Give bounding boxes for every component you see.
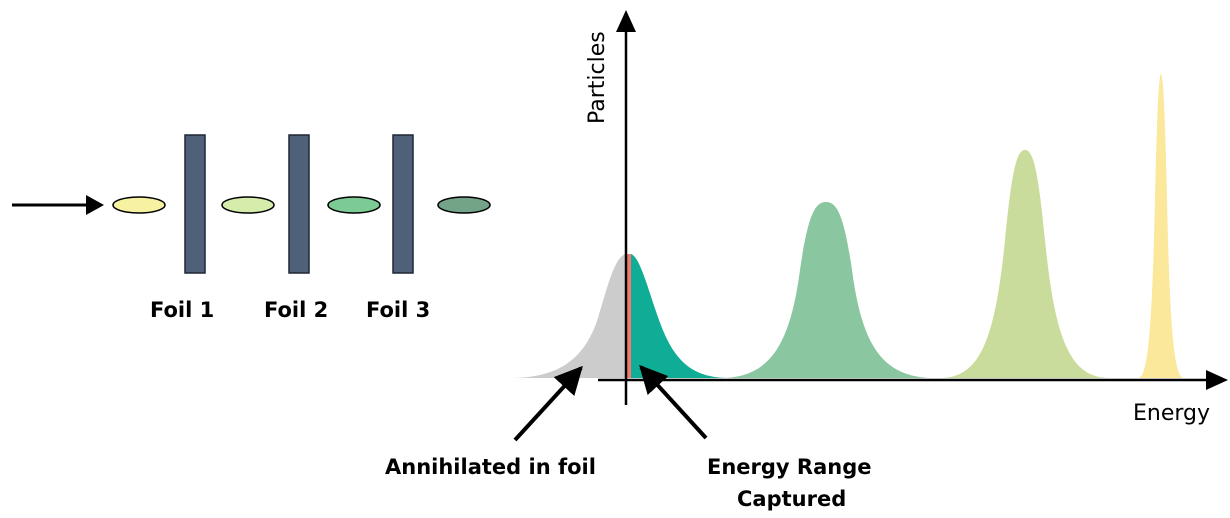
captured-peak xyxy=(631,254,730,378)
annihilated-arrow xyxy=(513,365,583,442)
x-axis-arrow-head xyxy=(1206,370,1228,390)
x-axis-label: Energy xyxy=(1133,401,1210,426)
captured-label-line-1: Energy Range xyxy=(707,455,872,479)
foil-1 xyxy=(184,134,206,274)
beam-bunch-2 xyxy=(221,196,275,214)
energy-cut-line xyxy=(626,254,631,378)
y-axis-label: Particles xyxy=(585,31,610,124)
foil-3 xyxy=(392,134,414,274)
beam-arrow-head xyxy=(86,195,104,215)
foil-1-label: Foil 1 xyxy=(150,298,214,322)
foil-2 xyxy=(288,134,310,274)
captured-arrow xyxy=(639,364,708,440)
energy-spectrum: Particles Energy Annihilated in foil Ene… xyxy=(385,10,1228,511)
peak-after-foil-1 xyxy=(940,150,1110,378)
foil-3-label: Foil 3 xyxy=(366,298,430,322)
beam-bunch-1 xyxy=(112,196,166,214)
peak-initial-beam xyxy=(1138,74,1184,378)
peak-after-foil-2 xyxy=(720,202,935,378)
captured-label-line-2: Captured xyxy=(737,487,846,511)
beam-schematic: Foil 1 Foil 2 Foil 3 xyxy=(12,134,491,322)
foil-2-label: Foil 2 xyxy=(264,298,328,322)
y-axis-arrow-head xyxy=(616,10,636,32)
beam-bunch-3 xyxy=(327,196,381,214)
beam-bunch-4 xyxy=(437,196,491,214)
annihilated-peak xyxy=(510,254,626,378)
annihilated-label: Annihilated in foil xyxy=(385,455,596,479)
